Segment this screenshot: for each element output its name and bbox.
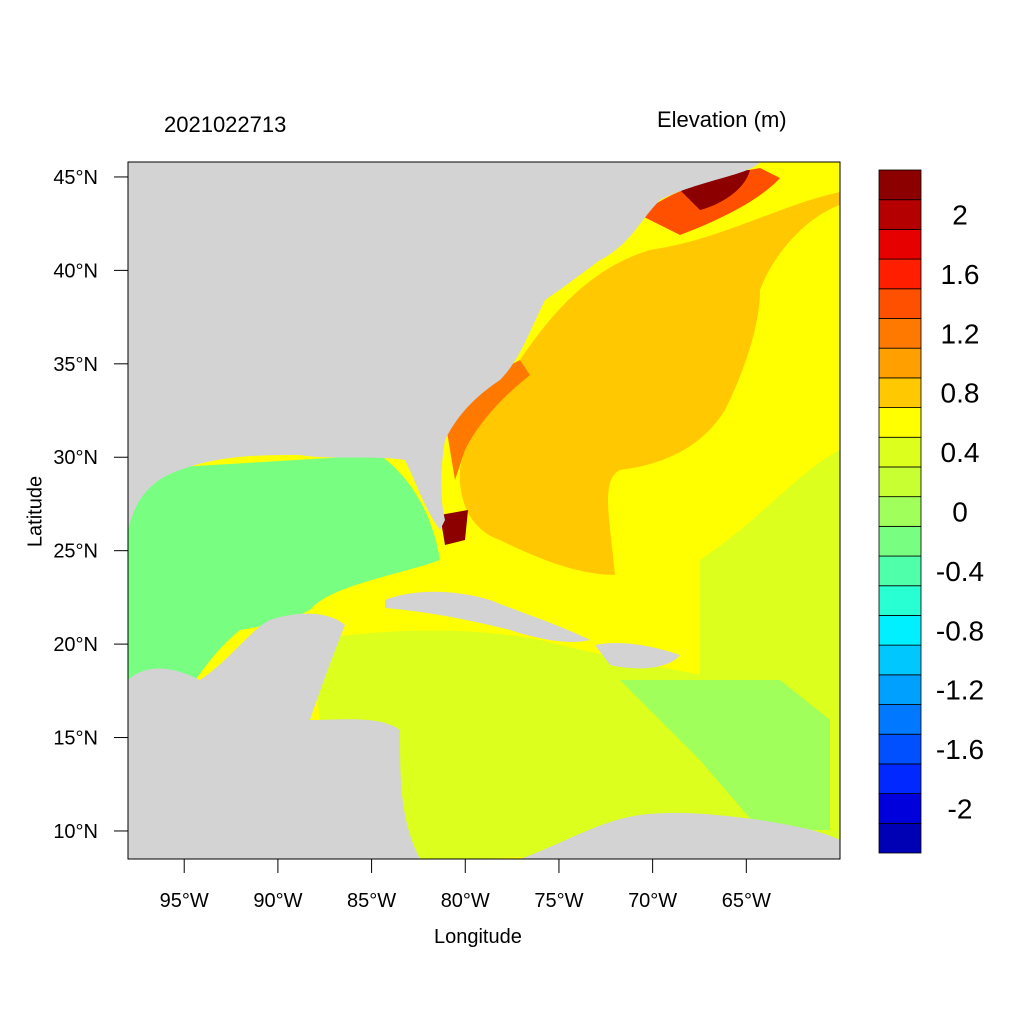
colorbar-swatch <box>878 763 922 795</box>
y-tick-label: 25°N <box>53 541 98 563</box>
central-america-land <box>128 613 420 859</box>
colorbar-label: -0.4 <box>936 556 984 587</box>
southeast-coast-band <box>445 360 530 480</box>
x-axis-label: Longitude <box>434 926 522 948</box>
florida-high <box>440 510 468 545</box>
variable-title: Elevation (m) <box>657 107 787 132</box>
colorbar-label: -0.8 <box>936 615 984 646</box>
atlantic-orange-field <box>459 192 840 575</box>
plot-frame <box>127 161 841 860</box>
cuba-land <box>385 591 590 642</box>
x-tick-label: 65°W <box>722 890 771 912</box>
colorbar-swatch <box>878 199 922 230</box>
colorbar-swatch <box>878 525 922 557</box>
y-tick-label: 35°N <box>53 354 98 376</box>
south-america-land <box>520 812 840 859</box>
y-tick-label: 45°N <box>53 167 98 189</box>
colorbar-swatch <box>878 793 922 824</box>
hispaniola-land <box>595 643 680 669</box>
colorbar-swatch <box>878 258 922 290</box>
north-america-land <box>128 162 760 530</box>
x-tick-label: 75°W <box>534 890 583 912</box>
gulf-field <box>128 455 440 680</box>
colorbar-label: -2 <box>948 793 973 824</box>
y-tick-label: 30°N <box>53 447 98 469</box>
colorbar-swatch <box>878 228 922 260</box>
colorbar-swatch <box>878 585 922 616</box>
x-tick-label: 90°W <box>253 890 302 912</box>
colorbar-swatch <box>878 496 922 527</box>
colorbar-label: 1.2 <box>941 318 980 349</box>
colorbar-swatch <box>878 733 922 765</box>
y-tick-label: 10°N <box>53 821 98 843</box>
colorbar-label: 0.8 <box>941 378 980 409</box>
colorbar-label: -1.2 <box>936 675 984 706</box>
colorbar-swatch <box>878 169 922 201</box>
colorbar-swatch <box>878 347 922 379</box>
colorbar-label: 0 <box>952 497 968 528</box>
colorbar-swatch <box>878 644 922 676</box>
x-tick-label: 80°W <box>441 890 490 912</box>
colorbar-swatch <box>878 466 922 498</box>
colorbar-label: 2 <box>952 200 968 231</box>
gulf-of-maine-peak <box>680 170 750 210</box>
colorbar-swatch <box>878 318 922 349</box>
map-plot-area <box>128 162 840 859</box>
caribbean-green-patch <box>620 680 830 830</box>
colorbar-label: 0.4 <box>941 437 980 468</box>
colorbar: 2 1.6 1.2 0.8 0.4 0 -0.4 -0.8 -1.2 -1.6 -2 <box>878 169 984 854</box>
colorbar-swatch <box>878 822 922 854</box>
timestamp-title: 2021022713 <box>164 112 287 137</box>
colorbar-swatch <box>878 704 922 735</box>
colorbar-label: -1.6 <box>936 734 984 765</box>
x-tick-label: 85°W <box>347 890 396 912</box>
colorbar-swatch <box>878 407 922 438</box>
x-axis-ticks: 95°W 90°W 85°W 80°W 75°W 70°W 65°W <box>160 859 771 912</box>
y-axis-ticks: 45°N 40°N 35°N 30°N 25°N 20°N 15°N 10°N <box>53 167 128 843</box>
colorbar-swatch <box>878 615 922 646</box>
y-tick-label: 20°N <box>53 634 98 656</box>
colorbar-swatch <box>878 377 922 408</box>
colorbar-swatch <box>878 288 922 319</box>
colorbar-swatch <box>878 436 922 468</box>
colorbar-swatch <box>878 555 922 587</box>
colorbar-label: 1.6 <box>941 259 980 290</box>
x-tick-label: 70°W <box>628 890 677 912</box>
y-tick-label: 40°N <box>53 260 98 282</box>
colorbar-swatch <box>878 674 922 705</box>
x-tick-label: 95°W <box>160 890 209 912</box>
y-tick-label: 15°N <box>53 728 98 750</box>
